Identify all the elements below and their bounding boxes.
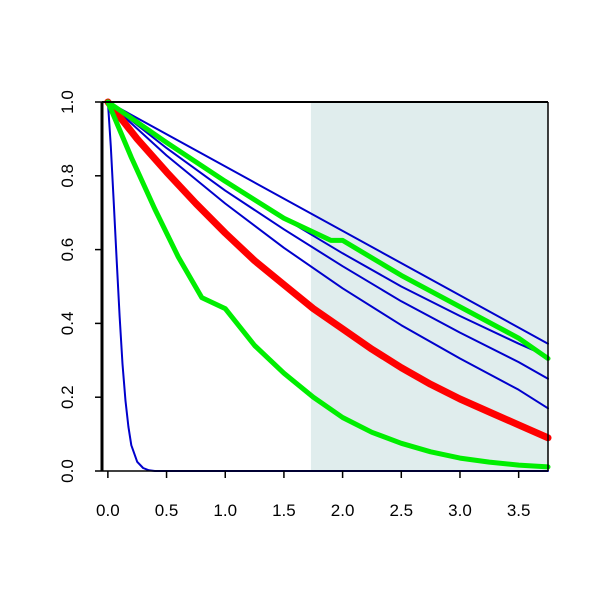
series-line-6: [104, 98, 552, 442]
x-tick-label: 0.0: [96, 501, 120, 520]
y-tick-label: 0.8: [58, 164, 77, 188]
series-line-5: [106, 101, 549, 345]
y-tick-label: 0.6: [58, 238, 77, 262]
x-tick-label: 1.0: [213, 501, 237, 520]
y-tick-label: 1.0: [58, 90, 77, 114]
shaded-region: [310, 102, 548, 471]
y-tick-label: 0.2: [58, 385, 77, 409]
x-tick-label: 0.5: [155, 501, 179, 520]
series-line-8: [105, 99, 551, 361]
series-line-3: [106, 101, 549, 380]
x-tick-label: 3.5: [507, 501, 531, 520]
y-tick-label: 0.0: [58, 459, 77, 483]
x-tick-label: 2.5: [389, 501, 413, 520]
series-line-7: [105, 99, 551, 470]
x-tick-label: 2.0: [331, 501, 355, 520]
y-tick-label: 0.4: [58, 312, 77, 336]
series-line-2: [106, 101, 549, 410]
x-tick-label: 1.5: [272, 501, 296, 520]
x-tick-label: 3.0: [448, 501, 472, 520]
